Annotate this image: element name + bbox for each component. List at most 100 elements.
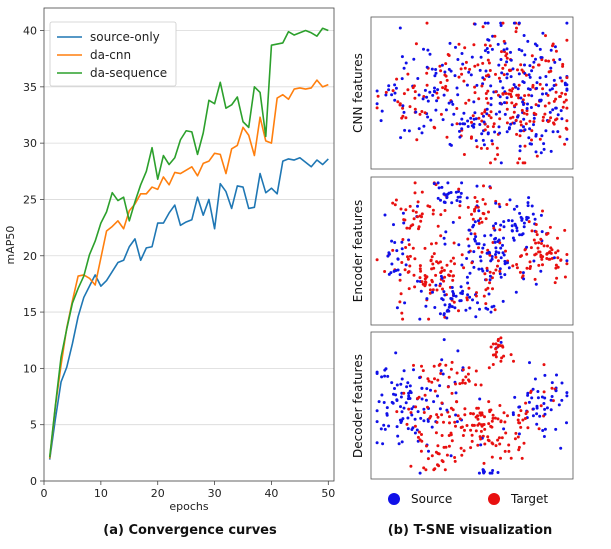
tsne-point xyxy=(393,83,397,87)
tsne-point xyxy=(549,48,553,52)
tsne-point xyxy=(462,153,466,156)
tsne-point xyxy=(498,267,502,271)
tsne-point xyxy=(486,101,490,105)
tsne-point xyxy=(434,241,438,245)
tsne-point xyxy=(542,435,546,438)
tsne-point xyxy=(457,187,461,191)
tsne-point xyxy=(375,106,379,110)
scatter-points xyxy=(375,181,569,321)
plot-area xyxy=(43,7,335,482)
tsne-point xyxy=(484,217,488,221)
tsne-point xyxy=(559,95,562,98)
tsne-point xyxy=(394,86,398,90)
tsne-point xyxy=(483,43,487,47)
tsne-point xyxy=(517,83,521,87)
tsne-point xyxy=(486,286,490,290)
tsne-point xyxy=(508,69,512,73)
tsne-point xyxy=(521,100,525,104)
tsne-point xyxy=(554,251,558,255)
tsne-point xyxy=(537,63,541,67)
tsne-point xyxy=(425,71,429,75)
tsne-point xyxy=(496,471,500,474)
tsne-point xyxy=(524,401,528,405)
tsne-point xyxy=(412,363,415,367)
tsne-point xyxy=(451,290,455,293)
tsne-point xyxy=(497,436,501,440)
tsne-point xyxy=(547,251,551,255)
tsne-point xyxy=(534,112,538,116)
tsne-point xyxy=(496,259,500,263)
tsne-point xyxy=(491,142,495,146)
tsne-point xyxy=(402,221,406,225)
tsne-point xyxy=(434,108,438,112)
tsne-point xyxy=(479,383,483,387)
tsne-point xyxy=(558,58,562,61)
tsne-point xyxy=(522,441,526,445)
tsne-point xyxy=(461,368,465,372)
tsne-point xyxy=(456,58,460,61)
y-tick-label: 20 xyxy=(23,250,37,263)
tsne-point xyxy=(417,225,421,229)
tsne-point xyxy=(401,317,405,321)
tsne-point xyxy=(433,86,436,90)
tsne-point xyxy=(541,92,544,96)
tsne-point xyxy=(505,203,509,206)
tsne-point xyxy=(435,91,439,95)
tsne-point xyxy=(505,56,509,60)
tsne-point xyxy=(516,115,520,119)
tsne-point xyxy=(476,301,479,305)
tsne-point xyxy=(465,298,469,302)
tsne-point xyxy=(487,292,491,296)
tsne-point xyxy=(390,93,394,97)
tsne-point xyxy=(538,76,542,80)
tsne-point xyxy=(529,391,533,394)
tsne-point xyxy=(404,246,408,249)
tsne-point xyxy=(472,43,476,47)
y-ticks: 0 5 10 15 20 25 30 35 40 xyxy=(23,25,44,488)
tsne-point xyxy=(399,136,403,140)
tsne-point xyxy=(399,382,403,386)
tsne-point xyxy=(468,295,472,299)
tsne-point xyxy=(469,232,473,236)
tsne-point xyxy=(400,419,404,423)
y-tick-label: 5 xyxy=(30,419,37,432)
tsne-point xyxy=(380,375,384,379)
tsne-point xyxy=(394,351,398,355)
tsne-point xyxy=(404,116,408,120)
tsne-point xyxy=(530,54,534,58)
tsne-point xyxy=(426,405,429,409)
tsne-point xyxy=(541,263,544,267)
tsne-point xyxy=(549,251,553,255)
tsne-point xyxy=(485,112,489,116)
tsne-point xyxy=(469,116,473,120)
tsne-point xyxy=(432,266,436,270)
tsne-point xyxy=(482,143,486,147)
y-tick-label: 10 xyxy=(23,362,37,375)
tsne-point xyxy=(494,355,498,359)
tsne-point xyxy=(470,120,473,124)
tsne-point xyxy=(528,127,532,131)
tsne-point xyxy=(439,369,443,373)
legend-marker-target xyxy=(488,493,500,505)
y-tick-label: 0 xyxy=(30,475,37,488)
tsne-point xyxy=(517,432,521,436)
tsne-point xyxy=(522,117,526,121)
tsne-point xyxy=(507,219,511,222)
tsne-point xyxy=(500,50,503,54)
tsne-point xyxy=(540,134,544,138)
tsne-point xyxy=(502,48,506,52)
tsne-point xyxy=(504,54,508,58)
tsne-point xyxy=(436,444,440,448)
tsne-point xyxy=(505,121,509,125)
tsne-point xyxy=(398,102,402,106)
tsne-point xyxy=(453,420,457,424)
tsne-point xyxy=(458,135,462,139)
tsne-point xyxy=(445,263,449,267)
tsne-point xyxy=(530,142,533,146)
tsne-point xyxy=(502,236,505,240)
tsne-point xyxy=(500,436,504,440)
tsne-point xyxy=(423,283,427,286)
tsne-point xyxy=(420,280,424,284)
tsne-point xyxy=(481,138,485,142)
tsne-point xyxy=(488,278,492,282)
